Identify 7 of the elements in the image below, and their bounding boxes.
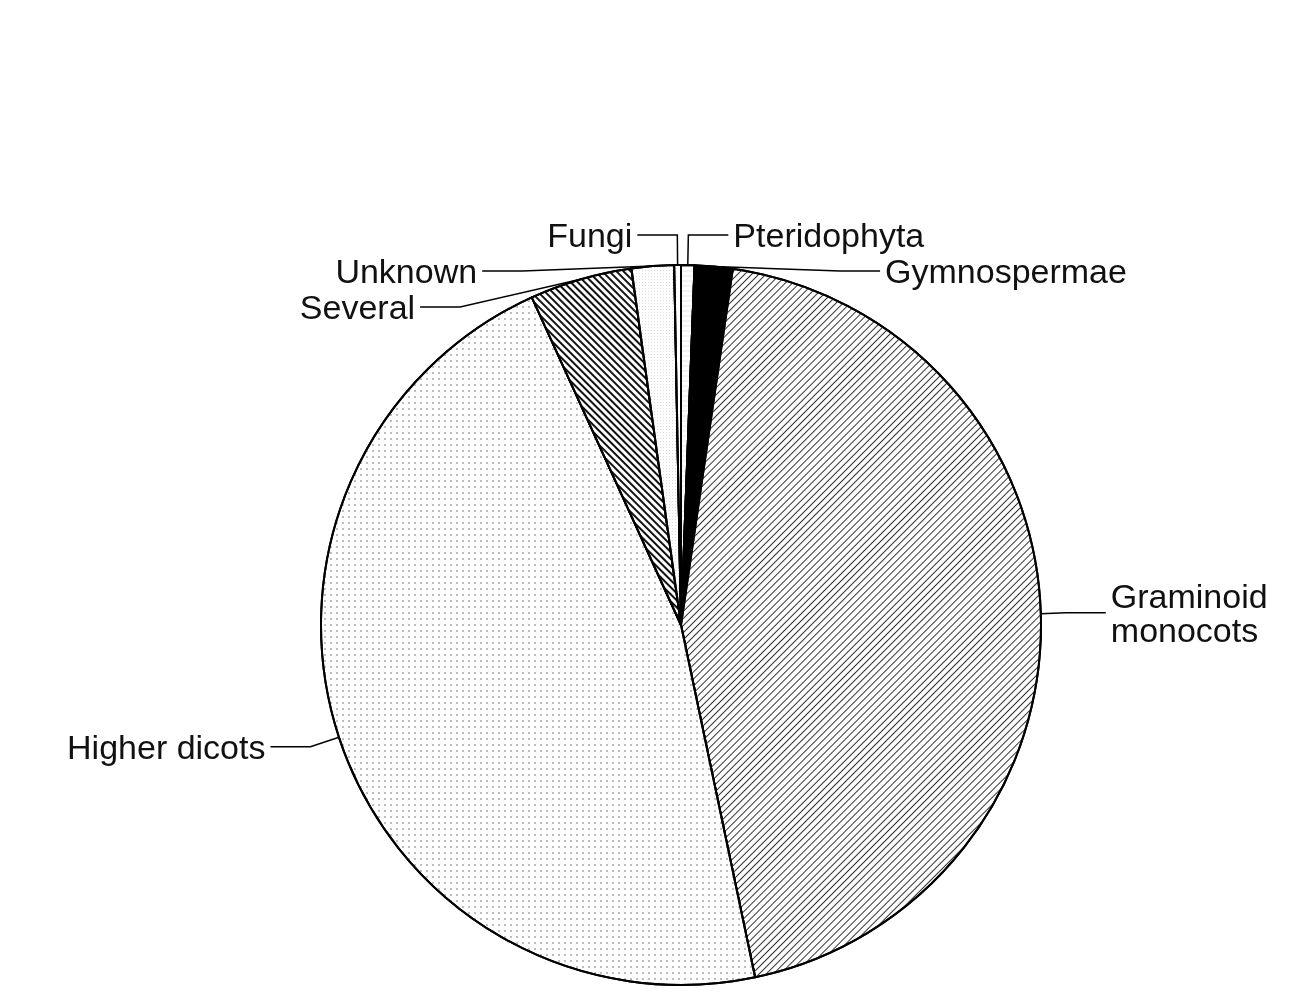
slice-label: Pteridophyta: [733, 216, 925, 255]
slice-label: Several: [299, 288, 416, 327]
slice-label: Gymnospermae: [885, 252, 1127, 291]
slice-label: Unknown: [335, 252, 478, 291]
slice-label: Graminoid monocots: [1110, 576, 1278, 649]
slice-label: Fungi: [547, 216, 633, 255]
slice-label: Higher dicots: [67, 727, 266, 766]
